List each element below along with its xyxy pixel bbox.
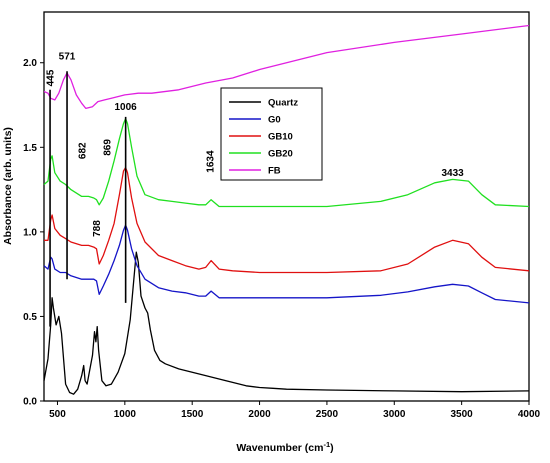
peak-label: 788 xyxy=(92,220,103,237)
y-tick-label: 0.0 xyxy=(23,397,37,408)
legend-label-gb10: GB10 xyxy=(268,132,293,143)
legend-box xyxy=(220,87,323,181)
legend-label-g0: G0 xyxy=(268,115,281,126)
y-tick-label: 1.5 xyxy=(23,143,37,154)
x-tick-label: 2500 xyxy=(316,409,339,420)
peak-label: 682 xyxy=(78,142,89,159)
x-axis-title: Wavenumber (cm-1) xyxy=(236,440,333,454)
legend-label-gb20: GB20 xyxy=(268,149,293,160)
legend: Quartz G0 GB10 GB20 FB xyxy=(220,87,323,181)
x-tick-label: 1500 xyxy=(181,409,204,420)
y-tick-label: 1.0 xyxy=(23,227,37,238)
y-axis-title: Absorbance (arb. units) xyxy=(2,127,14,245)
peak-label: 3433 xyxy=(441,168,464,179)
series-line-g0 xyxy=(43,224,530,304)
legend-label-fb: FB xyxy=(268,166,281,177)
series-line-fb xyxy=(43,24,530,110)
legend-label-quartz: Quartz xyxy=(268,98,298,109)
y-tick-label: 0.5 xyxy=(23,312,37,323)
x-tick-label: 3000 xyxy=(383,409,406,420)
series-line-quartz xyxy=(43,251,530,395)
x-tick-label: 2000 xyxy=(248,409,271,420)
peak-label: 571 xyxy=(59,51,76,62)
peak-label: 445 xyxy=(46,69,57,86)
series-line-gb20 xyxy=(43,117,530,208)
peak-label: 869 xyxy=(103,139,114,156)
y-tick-label: 2.0 xyxy=(23,58,37,69)
x-tick-label: 3500 xyxy=(451,409,474,420)
x-tick-label: 500 xyxy=(49,409,66,420)
peak-label: 1006 xyxy=(114,102,137,113)
x-tick-label: 4000 xyxy=(518,409,541,420)
series-line-gb10 xyxy=(44,166,530,274)
peak-label: 1634 xyxy=(206,150,217,173)
x-tick-label: 1000 xyxy=(114,409,137,420)
plot-area: 500 1000 1500 2000 2500 3000 3500 4000 0.0 0.5 1.0… xyxy=(23,11,541,420)
